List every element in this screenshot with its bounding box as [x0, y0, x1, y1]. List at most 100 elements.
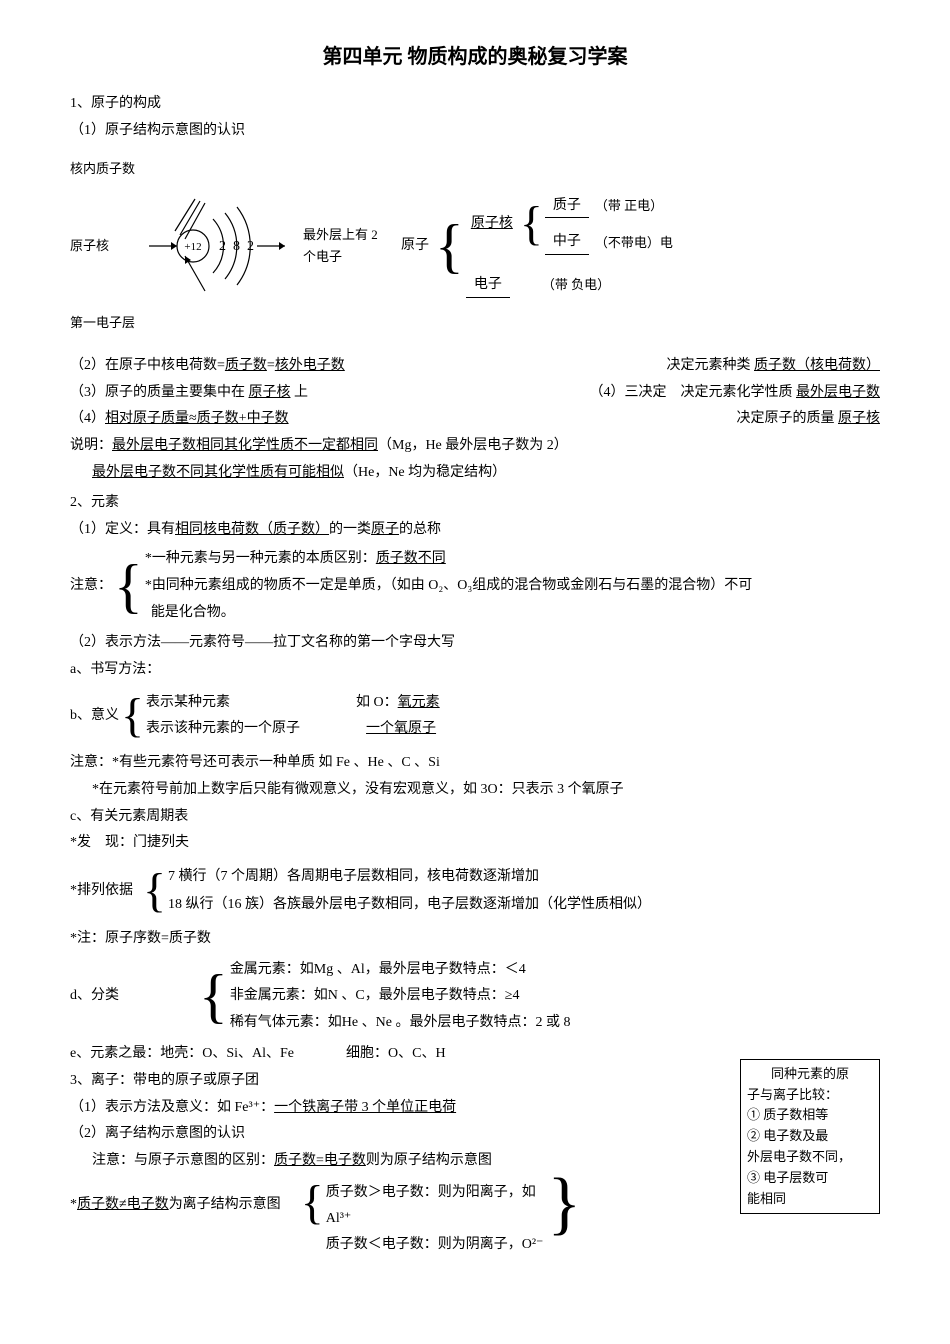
pc2-label: *排列依据	[70, 879, 133, 903]
outer-line2: 个电子	[303, 246, 393, 268]
p6-u: 最外层电子数不同其化学性质有可能相似	[92, 465, 344, 480]
box-l7: 能相同	[747, 1189, 873, 1210]
shell1: 2	[219, 239, 226, 254]
cls3: 稀有气体元素：如He 、Ne 。最外层电子数特点：2 或 8	[230, 1011, 571, 1035]
s2-pc: c、有关元素周期表	[70, 805, 880, 829]
shell3: 2	[247, 239, 254, 254]
brace-icon: {	[435, 216, 464, 276]
p3-u: 原子核	[249, 385, 291, 400]
page-title: 第四单元 物质构成的奥秘复习学案	[70, 40, 880, 74]
s2p1-r: 的总称	[399, 522, 441, 537]
brace-icon: {	[143, 867, 166, 915]
proton-text: 质子	[545, 194, 589, 219]
ion2: 质子数＜电子数：则为阴离子，O²⁻	[326, 1233, 544, 1257]
atom-left-labels: 核内质子数 原子核 第一电子层	[70, 158, 135, 334]
p6-r: （He，Ne 均为稳定结构）	[344, 465, 506, 480]
arr2: 18 纵行（16 族）各族最外层电子数相同，电子层数逐渐增加（化学性质相似）	[168, 893, 651, 917]
s3p2a-l: 注意：与原子示意图的区别：	[92, 1153, 274, 1168]
box-l3: ① 质子数相等	[747, 1105, 873, 1126]
s1-p5: 说明：最外层电子数相同其化学性质不一定都相同（Mg，He 最外层电子数为 2）	[70, 434, 880, 458]
s3p1-l: （1）表示方法及意义：如 Fe³⁺：	[70, 1100, 274, 1115]
mean2-r: 一个氧原子	[356, 717, 470, 741]
s2p1-u1: 相同核电荷数（质子数）	[175, 522, 329, 537]
s1-p3: （3）原子的质量主要集中在 原子核 上 （4）三决定 决定元素化学性质 最外层电…	[70, 381, 880, 405]
ion1b: Al³⁺	[326, 1207, 544, 1231]
meaning-block: b、意义 { 表示某种元素 表示该种元素的一个原子 如 O：氧元素 一个氧原子	[70, 689, 880, 743]
s3p2a-r: 则为原子结构示意图	[366, 1153, 492, 1168]
p5-u: 最外层电子数相同其化学性质不一定都相同	[112, 438, 378, 453]
p5-r: （Mg，He 最外层电子数为 2）	[378, 438, 568, 453]
nucleus-number: +12	[184, 241, 201, 253]
right-bracket-icon: }	[547, 1179, 581, 1228]
nucleus-text-u: 原子核	[466, 212, 518, 236]
note1-u: 质子数不同	[376, 551, 446, 566]
nucleus-group: 原子核 { 质子 （带 正电） 中子 （不带电）电	[466, 194, 673, 256]
p4-l: （4）	[70, 411, 105, 426]
s3p3-u: 质子数≠电子数	[77, 1197, 169, 1212]
pd-label: d、分类	[70, 984, 119, 1008]
atom-label: 原子	[401, 234, 429, 258]
s2-heading: 2、元素	[70, 491, 880, 515]
outer-shell-text: 最外层上有 2 个电子	[303, 224, 393, 268]
brace-icon: {	[520, 200, 543, 248]
s2p1-u2: 原子	[371, 522, 399, 537]
s2-note4: *在元素符号前加上数字后只能有微观意义，没有宏观意义，如 3O：只表示 3 个氧…	[70, 778, 880, 802]
brace-icon: {	[114, 556, 143, 616]
box-l1: 同种元素的原	[747, 1064, 873, 1085]
note2b: 能是化合物。	[145, 601, 752, 625]
brace-icon: {	[301, 1179, 324, 1227]
brace-icon: {	[121, 692, 144, 740]
ion1: 质子数＞电子数：则为阳离子，如	[326, 1181, 544, 1205]
mean2r-u: 一个氧原子	[356, 721, 456, 736]
atom-schematic-svg: +12 2 8 2	[145, 191, 295, 301]
brace-icon: {	[199, 966, 228, 1026]
note1: *一种元素与另一种元素的本质区别：质子数不同	[145, 547, 752, 571]
s2-p1: （1）定义：具有相同核电荷数（质子数）的一类原子的总称	[70, 518, 880, 542]
s1-p6: 最外层电子数不同其化学性质有可能相似（He，Ne 均为稳定结构）	[70, 461, 880, 485]
s3p1-u: 一个铁离子带 3 个单位正电荷	[274, 1100, 456, 1115]
p2-l: （2）在原子中核电荷数=	[70, 358, 225, 373]
s3p2a-u: 质子数=电子数	[274, 1153, 366, 1168]
cls2: 非金属元素：如N 、C，最外层电子数特点：≥4	[230, 984, 571, 1008]
pe-r: 细胞：O、C、H	[346, 1042, 446, 1066]
cls1: 金属元素：如Mg 、Al，最外层电子数特点：＜4	[230, 958, 571, 982]
electron-row: 电子 （带 负电）	[466, 273, 673, 298]
atom-diagram-row: 核内质子数 原子核 第一电子层 +12 2 8 2 最外层上有 2 个电子 原子…	[70, 158, 880, 334]
label-proton-count: 核内质子数	[70, 158, 135, 180]
mean1r-t: 如 O：	[356, 695, 398, 710]
s2-pc1: *发 现：门捷列夫	[70, 831, 880, 855]
s2-note3: 注意：*有些元素符号还可表示一种单质 如 Fe 、He 、C 、Si	[70, 751, 880, 775]
neutron-text: 中子	[545, 230, 589, 255]
box-l2: 子与离子比较：	[747, 1085, 873, 1106]
pb-label: b、意义	[70, 704, 119, 728]
proton-row: 质子 （带 正电）	[545, 194, 673, 219]
s3p3-r: 为离子结构示意图	[169, 1197, 281, 1212]
s2-p2: （2）表示方法——元素符号——拉丁文名称的第一个字母大写	[70, 631, 880, 655]
mean1-r: 如 O：氧元素	[356, 691, 470, 715]
shell2: 8	[233, 239, 240, 254]
p4-r: 决定原子的质量	[737, 411, 839, 426]
mean1-l: 表示某种元素	[146, 691, 356, 715]
p3-m: 上	[291, 385, 309, 400]
box-l5: 外层电子数不同，	[747, 1147, 873, 1168]
note2: *由同种元素组成的物质不一定是单质，（如由 O₂、O₃组成的混合物或金刚石与石墨…	[145, 574, 752, 598]
p2-u2: 核外电子数	[275, 358, 345, 373]
comparison-box: 同种元素的原 子与离子比较： ① 质子数相等 ② 电子数及最 外层电子数不同， …	[740, 1059, 880, 1215]
electron-charge: （带 负电）	[542, 274, 610, 296]
p5-l: 说明：	[70, 438, 112, 453]
s2p1-m: 的一类	[329, 522, 371, 537]
box-l4: ② 电子数及最	[747, 1126, 873, 1147]
p4-ru: 原子核	[838, 411, 880, 426]
label-nucleus: 原子核	[70, 235, 135, 257]
mean2-l: 表示该种元素的一个原子	[146, 717, 356, 741]
neutron-charge: （不带电）电	[595, 232, 673, 254]
p3-r: （4）三决定 决定元素化学性质	[590, 385, 797, 400]
box-l6: ③ 电子层数可	[747, 1168, 873, 1189]
s1-p1: （1）原子结构示意图的认识	[70, 119, 880, 143]
mean1r-u: 氧元素	[398, 695, 470, 710]
pe-l: e、元素之最：地壳：O、Si、Al、Fe	[70, 1042, 294, 1066]
s2-pc3: *注：原子序数=质子数	[70, 927, 880, 951]
atom-brace-group: 原子 { 原子核 { 质子 （带 正电） 中子 （不带电）电 电子	[401, 194, 673, 298]
p2-ru: 质子数（核电荷数）	[754, 358, 880, 373]
arr1: 7 横行（7 个周期）各周期电子层数相同，核电荷数逐渐增加	[168, 865, 651, 889]
